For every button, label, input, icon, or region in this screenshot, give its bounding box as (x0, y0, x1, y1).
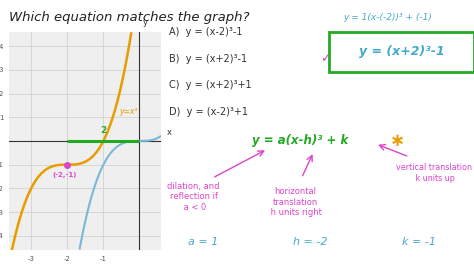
Text: y = (x+2)³-1: y = (x+2)³-1 (359, 45, 445, 58)
Text: ∗: ∗ (390, 132, 404, 150)
Text: (-2,-1): (-2,-1) (52, 172, 77, 178)
Text: Which equation matches the graph?: Which equation matches the graph? (9, 11, 250, 24)
Text: a = 1: a = 1 (188, 237, 218, 247)
Text: dilation, and
reflection if
 a < 0: dilation, and reflection if a < 0 (167, 182, 220, 212)
Text: horizontal
translation
 h units right: horizontal translation h units right (268, 187, 322, 217)
Text: x: x (166, 128, 172, 138)
Text: h = -2: h = -2 (293, 237, 328, 247)
Text: A)  y = (x-2)³-1: A) y = (x-2)³-1 (169, 27, 243, 37)
Text: ✓: ✓ (320, 52, 330, 65)
Text: y=x³: y=x³ (119, 107, 138, 116)
Text: C)  y = (x+2)³+1: C) y = (x+2)³+1 (169, 80, 252, 90)
Text: vertical translation
 k units up: vertical translation k units up (396, 163, 472, 182)
FancyBboxPatch shape (329, 32, 474, 72)
Text: B)  y = (x+2)³-1: B) y = (x+2)³-1 (169, 53, 247, 64)
Text: y = a(x-h)³ + k: y = a(x-h)³ + k (252, 135, 348, 147)
Text: y: y (142, 18, 147, 27)
Text: D)  y = (x-2)³+1: D) y = (x-2)³+1 (169, 107, 248, 117)
Text: 2: 2 (100, 126, 107, 135)
Text: y = 1(x-(-2))³ + (-1): y = 1(x-(-2))³ + (-1) (343, 13, 432, 22)
Text: k = -1: k = -1 (401, 237, 436, 247)
